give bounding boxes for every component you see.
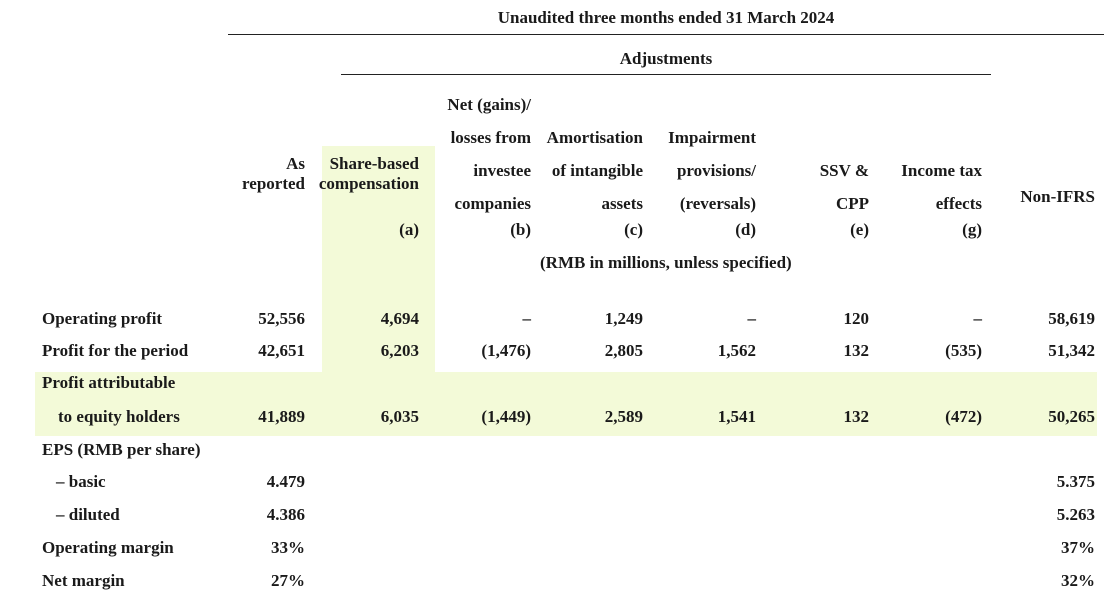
table-cell: 42,651 bbox=[258, 341, 305, 360]
column-code-c: (c) bbox=[624, 220, 643, 239]
table-cell: 1,249 bbox=[604, 309, 643, 328]
column-header-income-tax: Income tax effects bbox=[901, 161, 982, 213]
table-cell: 132 bbox=[843, 407, 870, 426]
table-cell: (1,449) bbox=[481, 407, 531, 426]
column-header-investee: Net (gains)/losses from investee companies bbox=[447, 95, 531, 213]
table-cell: 4.479 bbox=[266, 472, 305, 491]
row-label: Profit attributable bbox=[42, 373, 176, 392]
adjustments-rule bbox=[341, 74, 991, 75]
table-cell: 41,889 bbox=[258, 407, 305, 426]
row-label: Operating margin bbox=[42, 538, 174, 557]
table-cell: 32% bbox=[1061, 571, 1095, 590]
row-label: Net margin bbox=[42, 571, 125, 590]
table-cell: 1,562 bbox=[717, 341, 756, 360]
row-label: – diluted bbox=[56, 505, 120, 524]
units-note: (RMB in millions, unless specified) bbox=[540, 253, 792, 272]
row-label: EPS (RMB per share) bbox=[42, 440, 201, 459]
table-cell: (535) bbox=[945, 341, 982, 360]
table-cell: 6,203 bbox=[380, 341, 419, 360]
table-cell: 1,541 bbox=[717, 407, 756, 426]
table-cell: 2,589 bbox=[604, 407, 643, 426]
table-cell: 4.386 bbox=[266, 505, 305, 524]
table-cell: 4,694 bbox=[380, 309, 419, 328]
column-header-ssv-cpp: SSV & CPP bbox=[819, 161, 869, 213]
table-cell: 120 bbox=[843, 309, 870, 328]
table-cell: 5.263 bbox=[1056, 505, 1095, 524]
column-code-e: (e) bbox=[850, 220, 869, 239]
table-cell: 51,342 bbox=[1048, 341, 1095, 360]
period-title: Unaudited three months ended 31 March 20… bbox=[497, 8, 835, 27]
table-cell: 132 bbox=[843, 341, 870, 360]
adjustments-title: Adjustments bbox=[619, 49, 713, 68]
row-label: Operating profit bbox=[42, 309, 163, 328]
share-based-column-highlight bbox=[322, 146, 435, 372]
table-cell: – bbox=[973, 309, 983, 328]
table-cell: – bbox=[522, 309, 532, 328]
table-cell: 37% bbox=[1061, 538, 1095, 557]
table-cell: 33% bbox=[271, 538, 305, 557]
equity-holders-row-highlight bbox=[35, 372, 1097, 436]
table-cell: – bbox=[747, 309, 757, 328]
table-cell: 27% bbox=[271, 571, 305, 590]
table-cell: 52,556 bbox=[258, 309, 305, 328]
column-header-non-ifrs: Non-IFRS bbox=[1020, 187, 1095, 206]
column-code-g: (g) bbox=[962, 220, 982, 239]
column-header-share-based: Share-based compensation bbox=[318, 154, 419, 193]
table-cell: 58,619 bbox=[1048, 309, 1095, 328]
column-header-as-reported: As reported bbox=[242, 154, 305, 193]
column-header-impairment: Impairment provisions/(reversals) bbox=[668, 128, 756, 213]
table-cell: 2,805 bbox=[604, 341, 643, 360]
table-cell: (1,476) bbox=[481, 341, 531, 360]
row-label: – basic bbox=[56, 472, 106, 491]
table-cell: 6,035 bbox=[380, 407, 419, 426]
table-cell: (472) bbox=[945, 407, 982, 426]
period-rule bbox=[228, 34, 1104, 35]
column-code-a: (a) bbox=[399, 220, 419, 239]
table-cell: 5.375 bbox=[1056, 472, 1095, 491]
column-code-d: (d) bbox=[735, 220, 756, 239]
row-label: to equity holders bbox=[58, 407, 180, 426]
column-code-b: (b) bbox=[510, 220, 531, 239]
column-header-amortisation: Amortisation of intangible assets bbox=[546, 128, 643, 213]
table-cell: 50,265 bbox=[1048, 407, 1095, 426]
row-label: Profit for the period bbox=[42, 341, 189, 360]
